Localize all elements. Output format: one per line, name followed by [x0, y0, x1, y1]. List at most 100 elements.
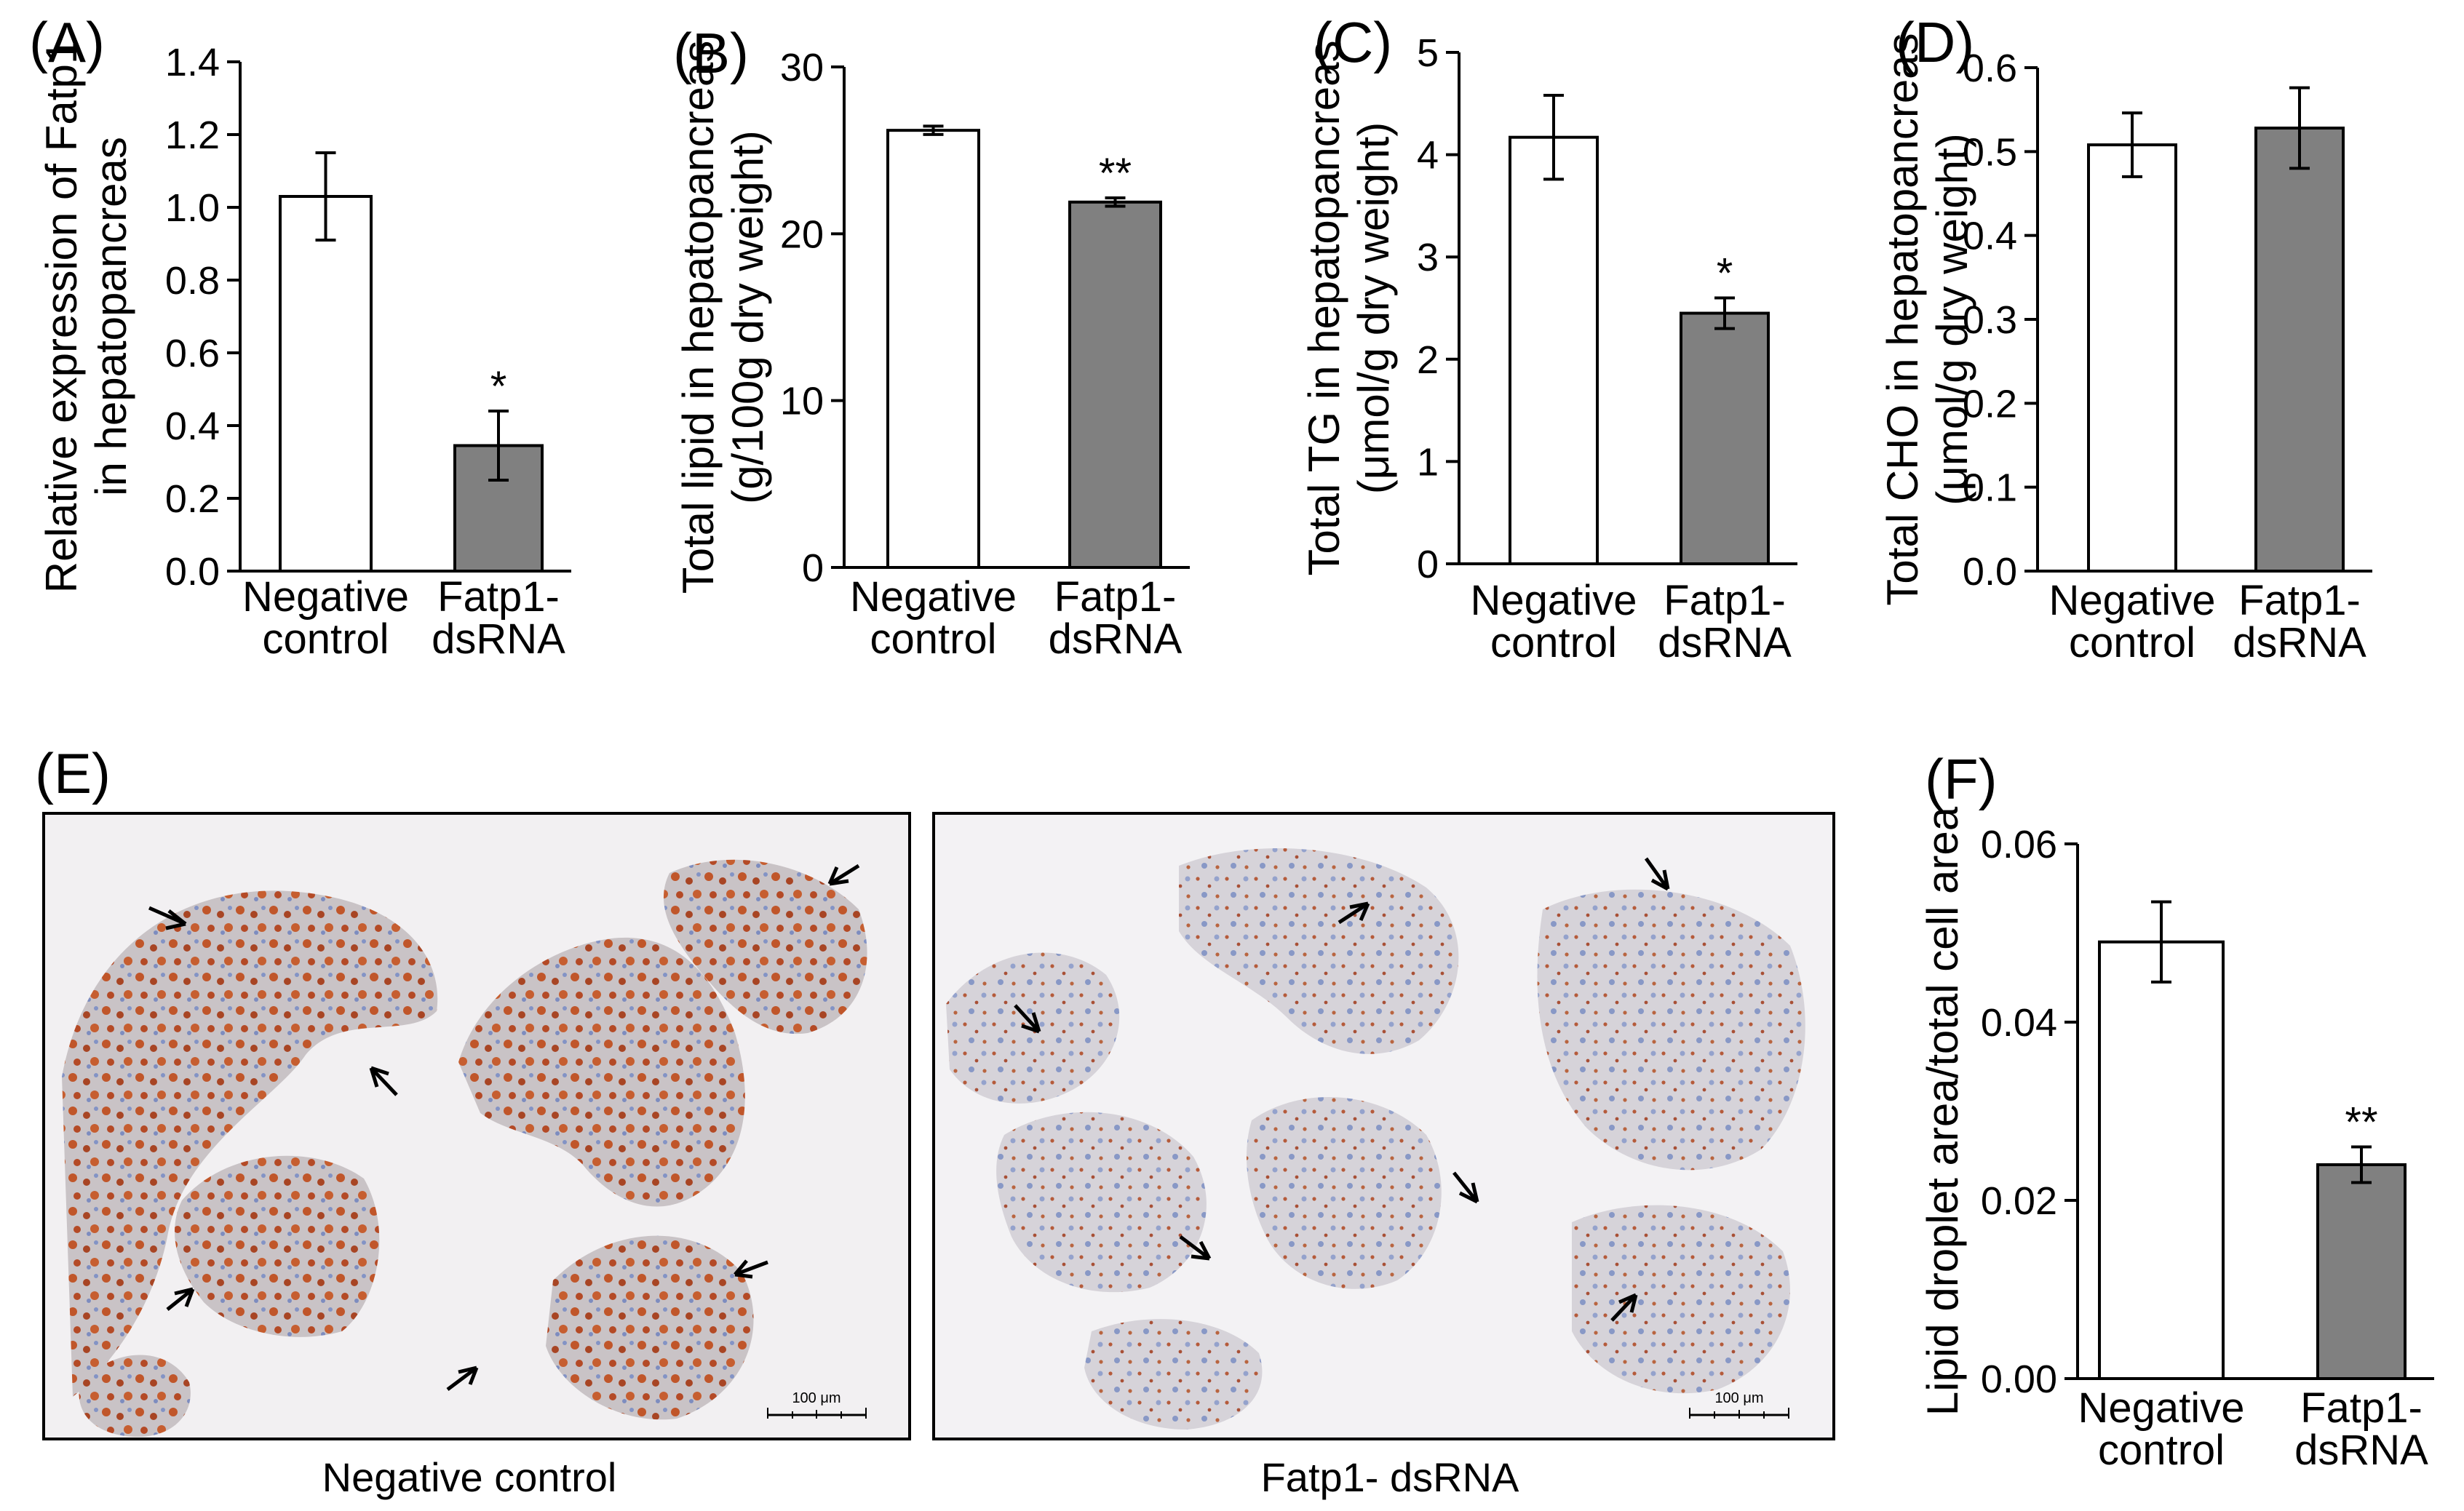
y-axis-title: (μmol/g dry weight)	[1349, 122, 1398, 494]
bar	[279, 195, 373, 573]
category-label: control	[2098, 1427, 2225, 1474]
y-tick-label: 0.00	[1981, 1357, 2057, 1401]
micrograph-fatp1-dsrna: 100 μm	[932, 812, 1835, 1440]
y-axis-title: (g/100g dry weight)	[723, 130, 772, 504]
y-axis-title: Lipid droplet area/total cell area	[1918, 806, 1967, 1416]
error-bar	[1714, 296, 1735, 330]
y-tick-label: 0.06	[1981, 823, 2057, 866]
y-tick-label: 10	[780, 380, 824, 423]
y-tick-label: 0.6	[1963, 47, 2017, 90]
significance-marker: *	[490, 363, 507, 410]
micrograph-negative-control: 100 μm	[42, 812, 911, 1440]
scale-bar: 100 μm	[767, 1390, 867, 1419]
tissue-stain-dense	[62, 859, 867, 1437]
category-label: Negative	[1471, 577, 1637, 624]
category-label: Fatp1-	[1054, 573, 1177, 621]
y-axis-title: in hepatopancreas	[87, 137, 135, 496]
error-bar	[1543, 94, 1564, 181]
y-tick-label: 4	[1417, 134, 1439, 178]
category-label: Fatp1-	[437, 573, 560, 621]
y-tick-label: 2	[1417, 338, 1439, 382]
error-bar	[2351, 1145, 2372, 1184]
y-tick-label: 0.4	[1963, 215, 2017, 258]
bar	[886, 129, 980, 569]
chart-b: 0 10 20 30 Total lipid in hepatopancreas (g/1…	[674, 41, 1190, 663]
panel-letter-c: (C)	[1314, 10, 1392, 74]
error-bar	[2122, 111, 2142, 178]
y-tick-label: 30	[780, 46, 824, 89]
category-label: Fatp1-	[2300, 1384, 2423, 1432]
chart-d: 0.0 0.1 0.2 0.3 0.4 0.5 0.6 Total CHO in hepato…	[1878, 33, 2372, 666]
arrow-markers	[148, 864, 860, 1391]
category-label: dsRNA	[432, 615, 565, 663]
y-tick-label: 0.0	[165, 550, 220, 594]
y-axis-title: Total TG in hepatopancreas	[1300, 40, 1348, 575]
y-tick-label: 0.8	[165, 259, 220, 303]
y-tick-label: 20	[780, 212, 824, 256]
significance-marker: **	[2345, 1099, 2377, 1147]
y-tick-label: 5	[1417, 31, 1439, 75]
chart-a: 0.0 0.2 0.4 0.6 0.8 1.0 1.2 1.4 Relative express…	[37, 40, 571, 663]
bar	[1068, 200, 1162, 569]
category-label: control	[262, 615, 389, 663]
bar	[2316, 1163, 2407, 1380]
category-label: control	[870, 615, 996, 663]
arrow-markers	[1014, 857, 1670, 1322]
y-tick-label: 0.2	[1963, 382, 2017, 426]
panel-letter-d: (D)	[1896, 10, 1974, 74]
bar	[1680, 311, 1770, 565]
panel-letter-b: (B)	[673, 21, 749, 85]
error-bar	[923, 124, 944, 136]
category-label: dsRNA	[1049, 615, 1183, 663]
y-tick-label: 0.02	[1981, 1179, 2057, 1223]
y-tick-label: 1	[1417, 440, 1439, 484]
error-bar	[1105, 196, 1126, 208]
y-tick-label: 0.4	[165, 404, 220, 448]
y-tick-label: 0	[802, 546, 824, 590]
y-tick-label: 0.0	[1963, 550, 2017, 594]
significance-marker: **	[1099, 150, 1132, 197]
error-bar	[2151, 900, 2171, 984]
category-label: Negative	[850, 573, 1017, 621]
y-axis-title: Total CHO in hepatopancreas	[1878, 33, 1927, 605]
category-label: dsRNA	[1658, 619, 1792, 666]
micrograph-caption-fatp1-dsrna: Fatp1- dsRNA	[1261, 1454, 1519, 1500]
category-label: control	[1490, 619, 1617, 666]
bar	[1509, 135, 1599, 565]
y-tick-label: 0.2	[165, 477, 220, 521]
category-label: Fatp1-	[2238, 577, 2361, 624]
y-tick-label: 0.1	[1963, 466, 2017, 510]
category-label: dsRNA	[2233, 619, 2366, 666]
panel-letter-f: (F)	[1925, 747, 1998, 811]
bar	[2254, 127, 2345, 573]
category-label: control	[2069, 619, 2195, 666]
category-label: Negative	[242, 573, 409, 621]
micrograph-caption-negative-control: Negative control	[322, 1454, 617, 1500]
y-tick-label: 1.4	[165, 41, 220, 84]
error-bar	[315, 151, 336, 242]
y-axis-title: (μmol/g dry weight)	[1928, 133, 1976, 505]
bar	[2087, 143, 2177, 573]
y-axis-title: Total lipid in hepatopancreas	[674, 41, 723, 594]
panel-letter-a: (A)	[29, 10, 105, 74]
svg-text:100 μm: 100 μm	[792, 1390, 840, 1406]
svg-text:100 μm: 100 μm	[1714, 1390, 1763, 1406]
y-tick-label: 0.6	[165, 332, 220, 375]
category-label: Negative	[2078, 1384, 2245, 1432]
y-tick-label: 0.3	[1963, 298, 2017, 342]
chart-c: 0 1 2 3 4 5 Total TG in hepatopancreas (μmol/g …	[1300, 31, 1797, 666]
y-axis-title: Relative expression of Fatp1	[37, 40, 86, 593]
y-tick-label: 0	[1417, 543, 1439, 586]
y-tick-label: 1.0	[165, 186, 220, 230]
error-bar	[488, 410, 509, 482]
error-bar	[2289, 86, 2310, 170]
category-label: Fatp1-	[1664, 577, 1786, 624]
y-tick-label: 1.2	[165, 113, 220, 157]
category-label: dsRNA	[2294, 1427, 2428, 1474]
y-tick-label: 0.04	[1981, 1001, 2057, 1045]
panel-letter-e: (E)	[35, 741, 111, 805]
scale-bar: 100 μm	[1689, 1390, 1789, 1419]
y-tick-label: 0.5	[1963, 130, 2017, 174]
chart-f: 0.00 0.02 0.04 0.06 Lipid droplet area/total…	[1918, 806, 2434, 1474]
